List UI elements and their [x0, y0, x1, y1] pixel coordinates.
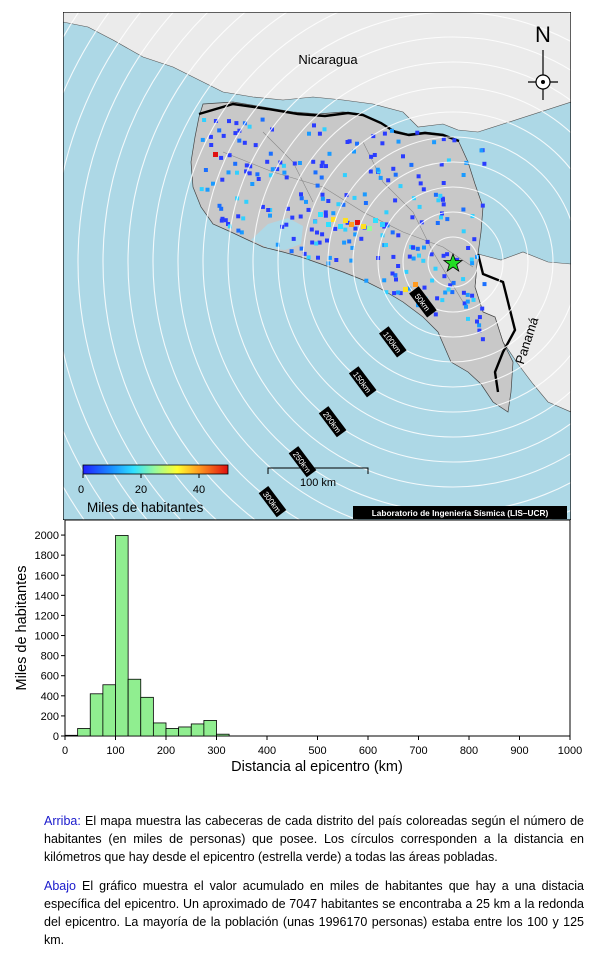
- y-axis-label: Miles de habitantes: [14, 566, 30, 691]
- distance-ring: [427, 236, 479, 288]
- distance-ring: [377, 186, 529, 338]
- x-tick-label: 800: [460, 745, 478, 757]
- y-tick-label: 0: [53, 731, 59, 743]
- histogram-bar: [115, 535, 129, 737]
- nicaragua-label: Nicaragua: [298, 52, 358, 67]
- caption: Arriba: El mapa muestra las cabeceras de…: [44, 812, 584, 960]
- y-tick-label: 1400: [35, 590, 59, 602]
- svg-text:100 km: 100 km: [300, 477, 336, 489]
- caption-bottom-text: El gráfico muestra el valor acumulado en…: [44, 879, 584, 947]
- x-tick-label: 1000: [558, 745, 582, 757]
- x-tick-label: 400: [258, 745, 276, 757]
- border-north: [198, 102, 460, 143]
- histogram-bar: [190, 723, 205, 737]
- histogram-bar: [178, 726, 192, 737]
- distance-ring: [277, 86, 571, 438]
- distance-ring: [227, 36, 571, 488]
- epicenter-star: [442, 252, 464, 272]
- epicenter-map: 50km100km150km200km250km300km350km400km4…: [62, 11, 572, 521]
- colorbar-tick-20: 20: [135, 484, 147, 496]
- histogram-bar: [64, 734, 79, 737]
- x-tick-label: 700: [409, 745, 427, 757]
- x-tick-label: 200: [157, 745, 175, 757]
- x-tick-label: 900: [510, 745, 528, 757]
- caption-bottom-key: Abajo: [44, 879, 76, 893]
- colorbar-tick-40: 40: [193, 484, 205, 496]
- y-tick-label: 1200: [35, 610, 59, 622]
- y-tick-label: 1800: [35, 550, 59, 562]
- nicaragua-land: [63, 12, 571, 133]
- y-tick-label: 400: [41, 691, 59, 703]
- x-tick-label: 600: [359, 745, 377, 757]
- y-tick-label: 2000: [35, 530, 59, 542]
- colorbar-tick-0: 0: [78, 484, 84, 496]
- distance-histogram: 0 100 200 300 400 500 600 700 800 900 1000 0 200 400…: [0, 519, 590, 780]
- distance-ring: [252, 61, 571, 463]
- colorbar: 0 20 40 Miles de habitantes: [78, 464, 229, 515]
- y-tick-label: 1600: [35, 570, 59, 582]
- histogram-bar: [77, 728, 91, 737]
- histogram-bar: [216, 733, 230, 737]
- histogram-bar: [152, 722, 167, 737]
- distance-ring: [327, 136, 571, 388]
- distance-ring: [177, 12, 571, 520]
- distance-ring: [152, 12, 302, 520]
- distance-ring: [102, 12, 218, 520]
- caption-bottom: Abajo El gráfico muestra el valor acumul…: [44, 877, 584, 949]
- distance-ring: [352, 161, 554, 363]
- y-tick-label: 600: [41, 671, 59, 683]
- north-arrow-icon: N: [528, 22, 558, 100]
- histogram-svg: 0 100 200 300 400 500 600 700 800 900 1000 0 200 400…: [14, 519, 582, 775]
- histogram-bar: [89, 693, 104, 737]
- district-dots: [199, 117, 487, 342]
- distance-ring: [127, 12, 257, 520]
- distance-ring: [402, 211, 504, 313]
- x-tick-label: 300: [207, 745, 225, 757]
- histogram-bar: [102, 684, 116, 737]
- colorbar-title: Miles de habitantes: [87, 500, 204, 515]
- x-tick-label: 0: [62, 745, 68, 757]
- histogram-bar: [127, 678, 142, 737]
- scale-bar: 100 km: [267, 467, 369, 489]
- svg-text:N: N: [535, 22, 551, 47]
- border-south: [476, 253, 517, 393]
- x-axis-label: Distancia al epicentro (km): [231, 759, 403, 775]
- map-svg: 50km100km150km200km250km300km350km400km4…: [62, 11, 572, 521]
- distance-ring: [77, 12, 182, 520]
- caption-top: Arriba: El mapa muestra las cabeceras de…: [44, 812, 584, 866]
- histogram-bar: [203, 720, 217, 737]
- histogram-bar: [165, 728, 180, 737]
- y-tick-label: 800: [41, 651, 59, 663]
- x-tick-label: 500: [308, 745, 326, 757]
- caption-top-key: Arriba:: [44, 814, 81, 828]
- y-tick-label: 200: [41, 711, 59, 723]
- histogram-bar: [140, 696, 154, 737]
- caption-top-text: El mapa muestra las cabeceras de cada di…: [44, 814, 584, 864]
- x-tick-label: 100: [106, 745, 124, 757]
- gulf-of-nicoya: [251, 218, 303, 250]
- credit-label: Laboratorio de Ingeniería Sísmica (LIS–U…: [372, 508, 549, 518]
- y-tick-label: 1000: [35, 631, 59, 643]
- distance-ring: [302, 111, 571, 413]
